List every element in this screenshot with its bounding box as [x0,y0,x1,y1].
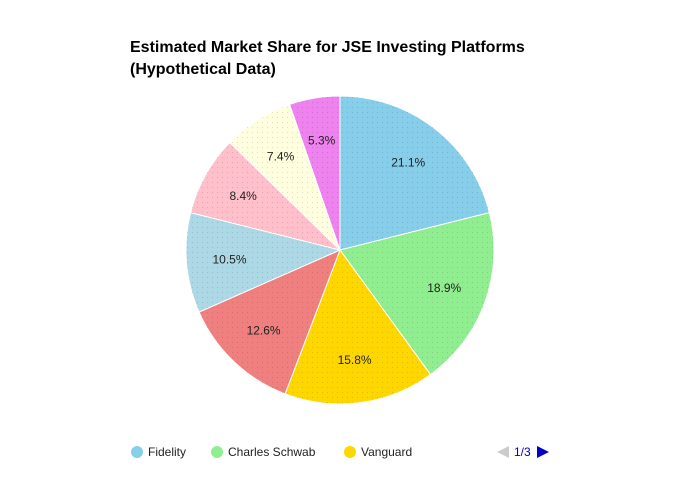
pie-slice-labels: 21.1% 18.9% 15.8% 12.6% 10.5% 8.4% 7.4% 5.3% [213,134,462,367]
pie-slice-label: 5.3% [308,134,336,148]
pie-slice-label: 12.6% [247,323,281,337]
legend-swatch [131,446,143,458]
chart-title: Estimated Market Share for JSE Investing… [130,39,529,78]
pie-slice-label: 21.1% [391,156,425,170]
legend-item[interactable]: Vanguard [344,445,412,459]
legend-item[interactable]: Charles Schwab [211,445,316,459]
legend-swatch [211,446,223,458]
legend-next-button[interactable] [537,446,549,458]
chart-title-line-1: Estimated Market Share for JSE Investing… [130,39,525,56]
legend-prev-button[interactable] [497,446,509,458]
legend-label: Charles Schwab [228,445,316,459]
legend-item[interactable]: Fidelity [131,445,186,459]
legend-pager: 1/3 [497,445,549,459]
pie-slice-label: 10.5% [213,252,247,266]
chart-title-line-2: (Hypothetical Data) [130,61,276,78]
pie-slice-label: 8.4% [229,189,257,203]
legend-swatch [344,446,356,458]
pie-slice-label: 7.4% [267,149,295,163]
legend: Fidelity Charles Schwab Vanguard [131,445,412,459]
pie-slice-label: 18.9% [427,281,461,295]
legend-label: Vanguard [361,445,412,459]
legend-page-indicator: 1/3 [514,445,531,459]
legend-label: Fidelity [148,445,186,459]
pie-slice-label: 15.8% [338,353,372,367]
